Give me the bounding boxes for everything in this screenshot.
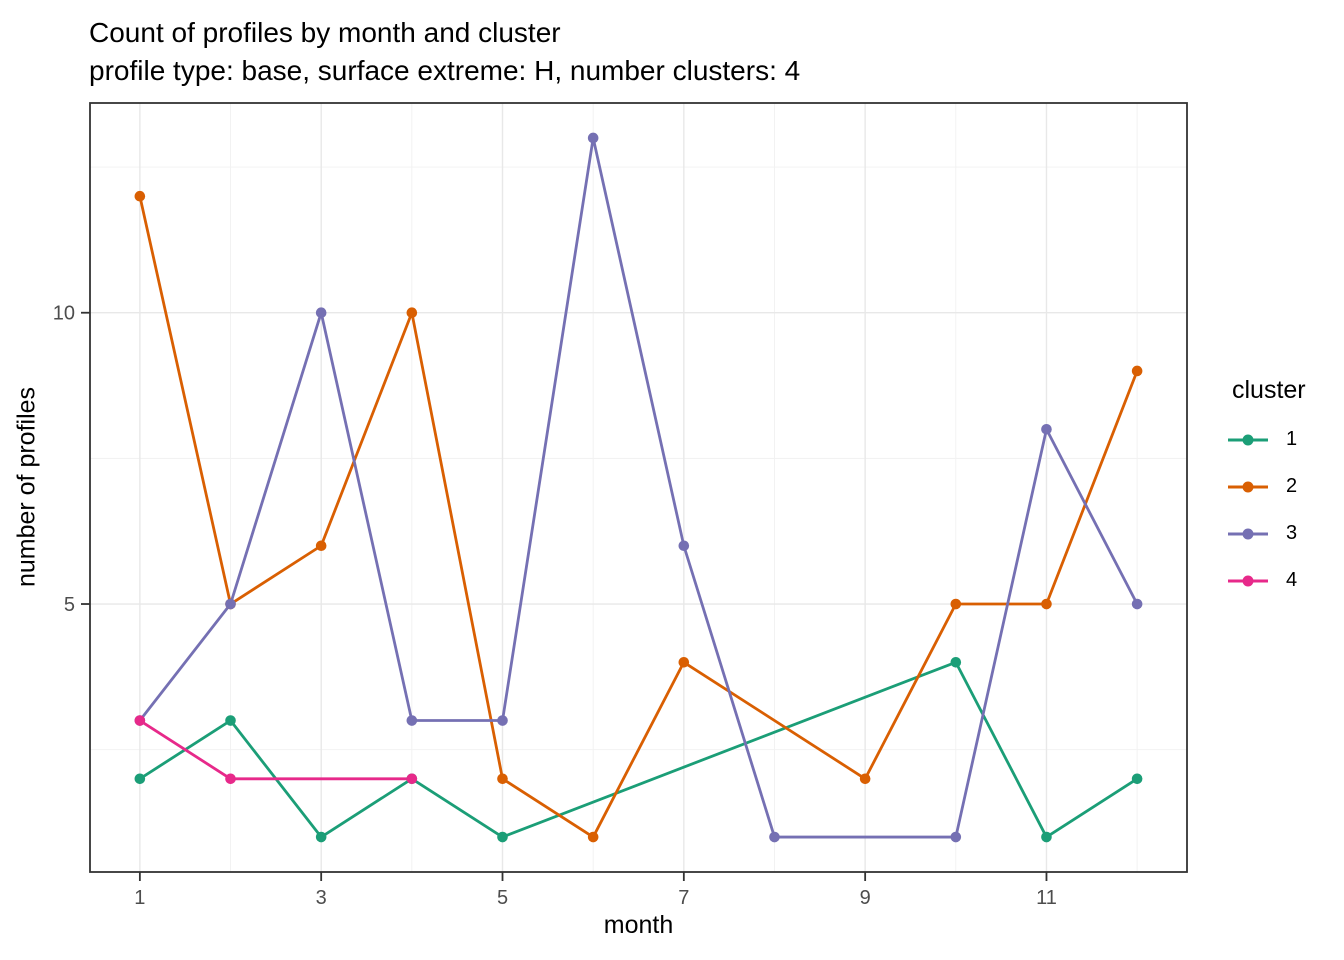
data-point-cluster-2-month-3: [315, 540, 327, 552]
legend-label-cluster-3: 3: [1286, 522, 1298, 544]
legend-key-dot: [1242, 528, 1254, 539]
data-point-cluster-1-month-10: [950, 656, 962, 668]
legend-label-cluster-2: 2: [1286, 475, 1298, 497]
chart-title: Count of profiles by month and cluster: [89, 17, 561, 48]
data-point-cluster-3-month-6: [587, 132, 599, 144]
series-line-cluster-1: [139, 660, 1138, 839]
data-point-cluster-3-month-2: [225, 598, 236, 610]
data-point-cluster-3-month-5: [497, 715, 508, 726]
data-point-cluster-2-month-9: [859, 773, 871, 785]
data-point-cluster-2-month-1: [134, 190, 146, 202]
x-axis-tick-label-3: 3: [316, 887, 327, 909]
y-axis-title: number of profiles: [12, 386, 41, 588]
legend-item-cluster-4: 4: [1226, 557, 1342, 604]
data-point-cluster-2-month-4: [406, 307, 418, 319]
data-point-cluster-2-month-11: [1041, 598, 1052, 610]
data-point-cluster-3-month-7: [678, 540, 690, 552]
data-point-cluster-1-month-11: [1041, 831, 1052, 843]
legend-item-cluster-1: 1: [1226, 416, 1342, 463]
legend-key-icon-cluster-2: [1228, 481, 1268, 492]
series-line-cluster-2: [138, 195, 1139, 839]
x-axis-tick-label-9: 9: [860, 887, 871, 909]
chart-subtitle: profile type: base, surface extreme: H, …: [89, 55, 801, 86]
legend-key-icon-cluster-1: [1228, 434, 1268, 445]
legend-key-dot: [1242, 434, 1254, 445]
data-point-cluster-3-month-11: [1041, 423, 1052, 435]
x-axis-tick-label-11: 11: [1036, 887, 1057, 909]
data-point-cluster-1-month-3: [315, 831, 327, 843]
legend-title: cluster: [1232, 376, 1306, 404]
data-point-cluster-3-month-12: [1131, 598, 1143, 610]
panel-border: [89, 102, 1188, 873]
legend: cluster 1 2 3 4: [1226, 374, 1342, 604]
legend-item-cluster-3: 3: [1226, 510, 1342, 557]
y-axis-tick-label-5: 5: [64, 594, 75, 616]
legend-label-cluster-4: 4: [1286, 569, 1298, 591]
data-point-cluster-2-month-10: [950, 598, 962, 610]
legend-key-icon-cluster-4: [1228, 575, 1268, 586]
data-point-cluster-2-month-5: [497, 773, 508, 785]
data-point-cluster-2-month-7: [678, 656, 690, 668]
legend-items: 1 2 3 4: [1226, 416, 1342, 604]
data-point-cluster-2-month-12: [1131, 365, 1143, 377]
legend-key-icon-cluster-3: [1228, 528, 1268, 539]
series-line-cluster-3: [138, 136, 1139, 839]
legend-key-dot: [1242, 481, 1254, 492]
data-point-cluster-1-month-12: [1131, 773, 1143, 785]
legend-key-dot: [1242, 575, 1254, 586]
x-axis-tick-label-1: 1: [134, 887, 145, 909]
data-point-cluster-4-month-4: [406, 773, 418, 785]
data-point-cluster-2-month-6: [587, 831, 599, 843]
x-axis-tick-label-5: 5: [497, 887, 508, 909]
data-point-cluster-3-month-3: [315, 307, 327, 319]
legend-item-cluster-2: 2: [1226, 463, 1342, 510]
data-point-cluster-3-month-4: [406, 715, 418, 726]
legend-label-cluster-1: 1: [1286, 428, 1298, 450]
data-point-cluster-3-month-10: [950, 831, 962, 843]
x-axis-title: month: [603, 911, 674, 939]
data-point-cluster-1-month-5: [497, 831, 508, 843]
data-point-cluster-1-month-2: [225, 715, 236, 726]
data-point-cluster-1-month-1: [134, 773, 146, 785]
x-axis-tick-label-7: 7: [678, 887, 689, 909]
data-point-cluster-4-month-2: [225, 773, 236, 785]
data-point-cluster-3-month-8: [769, 831, 780, 843]
y-axis-tick-label-10: 10: [53, 303, 75, 325]
data-point-cluster-4-month-1: [134, 715, 146, 726]
